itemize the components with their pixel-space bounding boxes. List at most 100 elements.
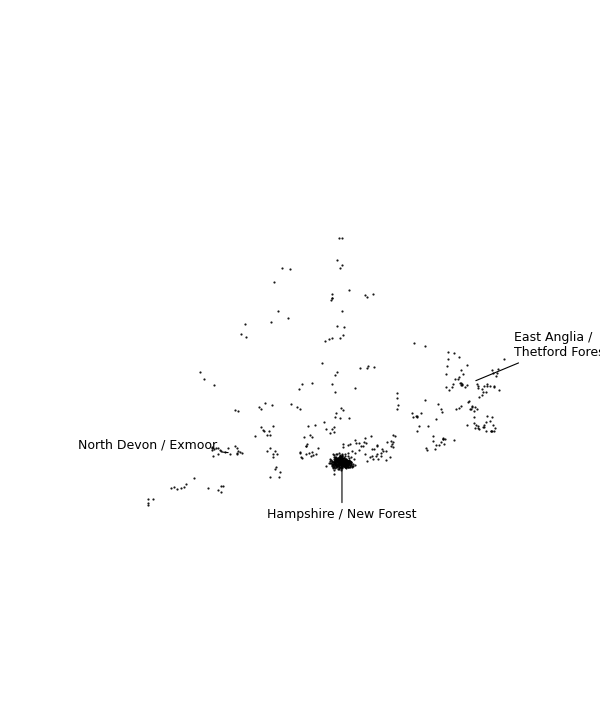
Point bbox=[447, 381, 457, 393]
Point bbox=[367, 431, 376, 442]
Point bbox=[334, 453, 344, 465]
Point bbox=[337, 462, 347, 474]
Point bbox=[329, 422, 339, 433]
Point bbox=[333, 458, 343, 470]
Point bbox=[340, 455, 349, 467]
Point bbox=[340, 457, 349, 468]
Point bbox=[336, 457, 346, 468]
Point bbox=[327, 456, 337, 467]
Point bbox=[388, 441, 398, 453]
Point bbox=[367, 450, 377, 461]
Point bbox=[330, 387, 340, 398]
Point bbox=[344, 458, 354, 469]
Point bbox=[368, 289, 378, 300]
Point bbox=[340, 458, 350, 470]
Point bbox=[272, 448, 281, 459]
Point bbox=[331, 453, 340, 465]
Point bbox=[338, 457, 347, 468]
Point bbox=[350, 460, 360, 471]
Point bbox=[271, 462, 281, 473]
Point bbox=[334, 460, 343, 472]
Point bbox=[331, 407, 341, 419]
Point bbox=[344, 462, 353, 473]
Point bbox=[332, 459, 342, 470]
Point bbox=[209, 379, 219, 391]
Point bbox=[341, 462, 350, 473]
Point bbox=[488, 367, 498, 379]
Point bbox=[304, 447, 314, 458]
Point bbox=[444, 384, 454, 396]
Point bbox=[344, 284, 353, 295]
Point bbox=[415, 421, 424, 432]
Point bbox=[338, 453, 348, 464]
Point bbox=[335, 459, 344, 470]
Point bbox=[332, 458, 341, 470]
Point bbox=[337, 454, 347, 465]
Point bbox=[337, 453, 347, 464]
Point bbox=[340, 460, 350, 471]
Point bbox=[327, 379, 337, 390]
Point bbox=[499, 353, 509, 364]
Point bbox=[341, 456, 351, 467]
Point bbox=[338, 458, 348, 469]
Point bbox=[327, 289, 337, 300]
Point bbox=[338, 457, 348, 468]
Point bbox=[490, 381, 499, 392]
Point bbox=[199, 373, 209, 384]
Point bbox=[441, 381, 451, 393]
Point bbox=[296, 446, 305, 458]
Point bbox=[256, 403, 266, 415]
Point bbox=[265, 442, 275, 453]
Point bbox=[340, 458, 350, 469]
Point bbox=[464, 397, 473, 408]
Point bbox=[428, 436, 438, 447]
Point bbox=[328, 456, 337, 467]
Point bbox=[333, 464, 343, 475]
Point bbox=[340, 455, 349, 467]
Point bbox=[431, 413, 441, 424]
Point bbox=[391, 431, 400, 442]
Point bbox=[373, 453, 383, 465]
Point bbox=[340, 462, 350, 473]
Point bbox=[336, 455, 346, 467]
Point bbox=[343, 455, 352, 467]
Point bbox=[213, 442, 223, 453]
Point bbox=[340, 457, 350, 468]
Point bbox=[336, 452, 346, 463]
Point bbox=[314, 442, 323, 453]
Point bbox=[341, 455, 350, 467]
Point bbox=[336, 453, 346, 465]
Point bbox=[364, 360, 373, 372]
Point bbox=[340, 460, 350, 472]
Point bbox=[370, 361, 379, 372]
Point bbox=[342, 460, 352, 471]
Point bbox=[341, 457, 350, 468]
Point bbox=[334, 462, 344, 474]
Point bbox=[337, 454, 347, 465]
Point bbox=[329, 427, 339, 438]
Point bbox=[340, 459, 350, 470]
Point bbox=[494, 384, 504, 396]
Point bbox=[333, 456, 343, 467]
Point bbox=[331, 455, 341, 466]
Point bbox=[337, 452, 346, 463]
Point bbox=[331, 458, 340, 470]
Point bbox=[329, 449, 338, 460]
Point bbox=[337, 461, 347, 472]
Point bbox=[307, 377, 317, 388]
Point bbox=[329, 458, 339, 469]
Point bbox=[456, 377, 466, 388]
Point bbox=[344, 459, 353, 470]
Point bbox=[337, 458, 346, 470]
Point bbox=[337, 454, 347, 465]
Point bbox=[301, 448, 311, 460]
Point bbox=[250, 430, 260, 441]
Point bbox=[392, 403, 401, 414]
Point bbox=[327, 455, 337, 467]
Point bbox=[218, 480, 228, 491]
Point bbox=[179, 481, 188, 492]
Point bbox=[376, 448, 386, 459]
Point bbox=[311, 448, 321, 460]
Point bbox=[335, 459, 344, 470]
Point bbox=[342, 455, 352, 466]
